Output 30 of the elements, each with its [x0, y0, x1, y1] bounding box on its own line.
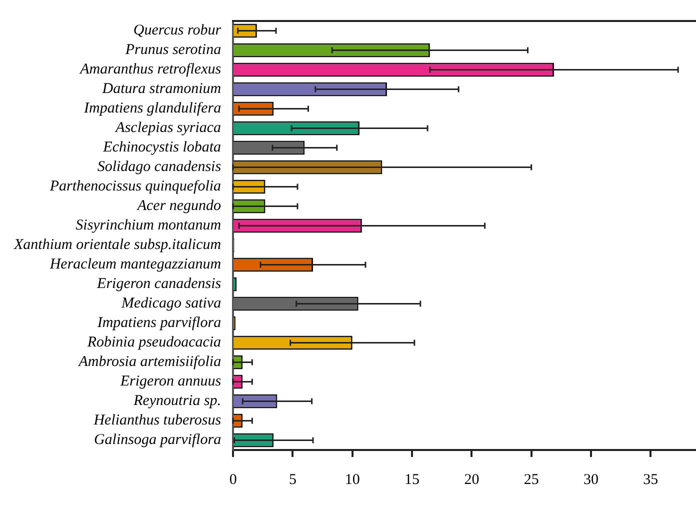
- y-tick-label: Medicago sativa: [120, 296, 222, 312]
- x-tick-label: 5: [288, 472, 296, 488]
- y-tick-label: Galinsoga parviflora: [94, 432, 222, 448]
- y-tick-label: Amaranthus retroflexus: [79, 62, 222, 78]
- y-tick-label: Erigeron canadensis: [96, 276, 222, 292]
- y-tick-label: Parthenocissus quinquefolia: [48, 178, 222, 195]
- x-tick-label: 25: [524, 472, 539, 488]
- x-tick-label: 15: [404, 472, 420, 488]
- y-tick-label: Heracleum mantegazzianum: [48, 256, 222, 273]
- y-tick-label: Reynoutria sp.: [132, 393, 222, 410]
- x-tick-label: 35: [643, 472, 658, 488]
- y-tick-label: Asclepias syriaca: [114, 120, 222, 136]
- y-tick-label: Ambrosia artemisiifolia: [78, 354, 222, 370]
- y-tick-label: Solidago canadensis: [97, 159, 222, 176]
- y-tick-label: Helianthus tuberosus: [92, 412, 222, 429]
- x-tick-label: 30: [584, 472, 599, 488]
- y-tick-label: Acer negundo: [136, 198, 222, 214]
- y-tick-label: Erigeron annuus: [119, 374, 222, 390]
- x-tick-label: 0: [229, 472, 237, 488]
- y-tick-label: Prunus serotina: [124, 42, 222, 58]
- y-tick-label: Robinia pseudoacacia: [86, 334, 222, 351]
- y-tick-label: Xanthium orientale subsp.italicum: [12, 237, 222, 254]
- y-tick-label: Impatiens parviflora: [96, 315, 222, 332]
- y-tick-label: Quercus robur: [133, 22, 222, 39]
- y-tick-label: Echinocystis lobata: [102, 140, 222, 156]
- x-tick-label: 20: [464, 472, 480, 488]
- x-tick-label: 10: [344, 472, 360, 488]
- y-tick-label: Impatiens glandulifera: [82, 100, 222, 117]
- y-tick-label: Sisyrinchium montanum: [76, 218, 222, 234]
- y-tick-label: Datura stramonium: [101, 81, 222, 98]
